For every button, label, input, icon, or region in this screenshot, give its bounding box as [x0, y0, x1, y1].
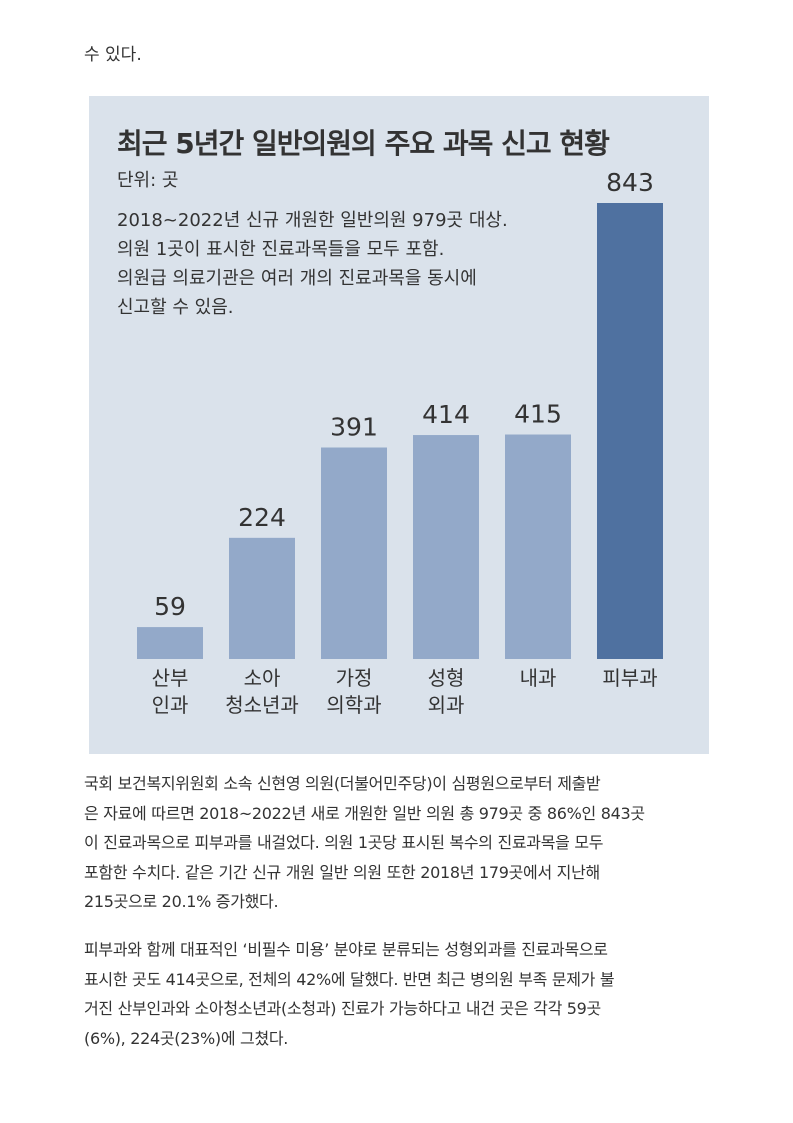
- paragraph-line: 이 진료과목으로 피부과를 내걸었다. 의원 1곳당 표시된 복수의 진료과목을…: [84, 833, 604, 852]
- chart-unit: 단위: 곳: [117, 170, 179, 191]
- bar: [597, 203, 663, 659]
- chart-note-line: 신고할 수 있음.: [117, 297, 234, 318]
- paragraph-line: 표시한 곳도 414곳으로, 전체의 42%에 달했다. 반면 최근 병의원 부…: [84, 969, 615, 989]
- paragraph-line: 국회 보건복지위원회 소속 신현영 의원(더불어민주당)이 심평원으로부터 제출…: [84, 774, 601, 793]
- bar: [321, 447, 387, 659]
- category-label: 인과: [152, 693, 189, 717]
- category-label: 의학과: [326, 693, 381, 717]
- paragraph-line: 은 자료에 따르면 2018~2022년 새로 개원한 일반 의원 총 979곳…: [84, 803, 645, 823]
- chart-note: 2018~2022년 신규 개원한 일반의원 979곳 대상. 의원 1곳이 표…: [117, 206, 597, 322]
- category-label: 피부과: [602, 666, 657, 690]
- category-label: 가정: [336, 666, 373, 690]
- category-label: 청소년과: [225, 693, 299, 717]
- bar-value-label: 391: [330, 412, 378, 441]
- bar: [413, 435, 479, 659]
- paragraph-line: (6%), 224곳(23%)에 그쳤다.: [84, 1028, 289, 1048]
- category-label: 내과: [520, 666, 557, 690]
- bar-value-label: 414: [422, 400, 470, 429]
- bar: [137, 627, 203, 659]
- continued-text: 수 있다.: [84, 45, 142, 65]
- paragraph-line: 거진 산부인과와 소아청소년과(소청과) 진료가 가능하다고 내건 곳은 각각 …: [84, 999, 601, 1018]
- paragraph-line: 포함한 수치다. 같은 기간 신규 개원 일반 의원 또한 2018년 179곳…: [84, 862, 600, 882]
- chart-note-line: 의원 1곳이 표시한 진료과목들을 모두 포함.: [117, 239, 445, 260]
- chart-note-line: 2018~2022년 신규 개원한 일반의원 979곳 대상.: [117, 210, 508, 231]
- chart-title: 최근 5년간 일반의원의 주요 과목 신고 현황: [117, 127, 610, 160]
- category-label: 소아: [244, 666, 281, 690]
- bar-value-label: 224: [238, 503, 286, 532]
- bar-value-label: 843: [606, 168, 654, 197]
- chart-note-line: 의원급 의료기관은 여러 개의 진료과목을 동시에: [117, 268, 477, 289]
- bar-value-label: 415: [514, 400, 562, 429]
- bar-chart: 최근 5년간 일반의원의 주요 과목 신고 현황 단위: 곳 2018~2022…: [89, 96, 709, 754]
- article-paragraph-2: 피부과와 함께 대표적인 ‘비필수 미용’ 분야로 분류되는 성형외과를 진료과…: [84, 935, 724, 1053]
- bar: [229, 537, 295, 659]
- category-label: 산부: [152, 666, 189, 690]
- category-label: 외과: [428, 693, 465, 717]
- paragraph-line: 215곳으로 20.1% 증가했다.: [84, 892, 279, 911]
- article-paragraph-1: 국회 보건복지위원회 소속 신현영 의원(더불어민주당)이 심평원으로부터 제출…: [84, 769, 724, 917]
- paragraph-line: 피부과와 함께 대표적인 ‘비필수 미용’ 분야로 분류되는 성형외과를 진료과…: [84, 940, 608, 959]
- category-label: 성형: [428, 666, 465, 690]
- bar: [505, 434, 571, 659]
- bar-value-label: 59: [154, 592, 186, 621]
